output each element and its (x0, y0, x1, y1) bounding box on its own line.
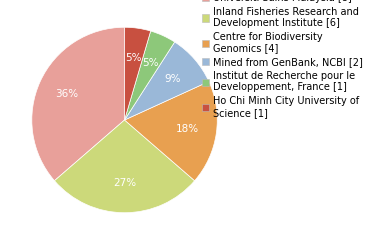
Wedge shape (125, 27, 150, 120)
Wedge shape (125, 31, 175, 120)
Text: 18%: 18% (176, 124, 198, 134)
Wedge shape (125, 42, 209, 120)
Wedge shape (32, 27, 125, 181)
Text: 36%: 36% (55, 89, 79, 99)
Text: 5%: 5% (142, 58, 159, 68)
Text: 9%: 9% (164, 74, 180, 84)
Wedge shape (54, 120, 195, 213)
Text: 27%: 27% (113, 178, 136, 188)
Text: 5%: 5% (125, 53, 142, 63)
Wedge shape (125, 81, 217, 181)
Legend: Universiti Sains Malaysia [8], Inland Fisheries Research and
Development Institu: Universiti Sains Malaysia [8], Inland Fi… (202, 0, 363, 118)
